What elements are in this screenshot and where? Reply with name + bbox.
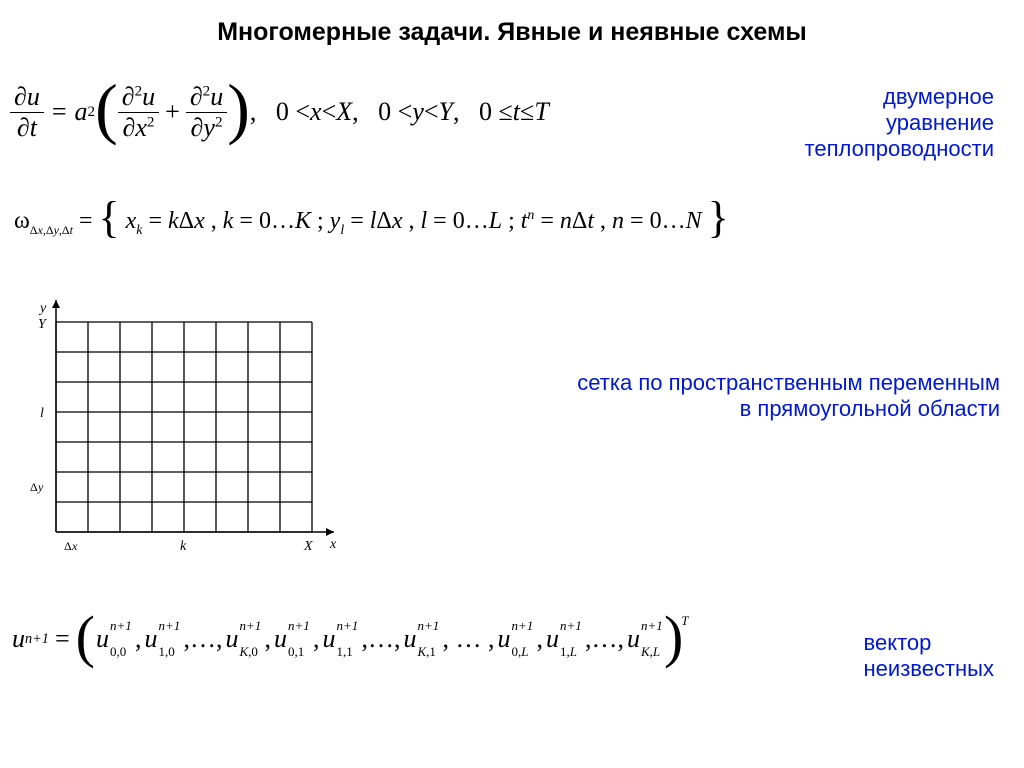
svg-text:y: y bbox=[38, 301, 47, 316]
annot3-l2: неизвестных bbox=[864, 656, 994, 681]
svg-text:Y: Y bbox=[38, 317, 48, 332]
page-title: Многомерные задачи. Явные и неявные схем… bbox=[0, 18, 1024, 47]
annot3-l1: вектор bbox=[864, 630, 932, 655]
u-term: un+1K,0 bbox=[225, 624, 261, 654]
unknown-vector: un+1 = ( un+10,0,un+11,0,…,un+1K,0,un+10… bbox=[12, 610, 691, 668]
mesh-definition: ωΔx,Δy,Δt = { xk = kΔx , k = 0…K ; yl = … bbox=[14, 208, 729, 235]
annot1-l2: уравнение bbox=[886, 110, 994, 135]
svg-text:Δ: Δ bbox=[30, 480, 38, 494]
svg-text:x: x bbox=[329, 537, 337, 552]
svg-text:X: X bbox=[303, 539, 313, 554]
annot1-l3: теплопроводности bbox=[805, 136, 994, 161]
u-term: un+11,1 bbox=[322, 624, 358, 654]
svg-text:Δ: Δ bbox=[64, 539, 72, 553]
svg-text:k: k bbox=[180, 539, 187, 554]
grid-svg: xyYXΔxΔykl bbox=[8, 272, 338, 562]
heat-equation: ∂u ∂t = a2 ( ∂2u ∂x2 + ∂2u ∂y2 ) , 0 < x… bbox=[10, 78, 549, 146]
u-term: un+10,1 bbox=[274, 624, 310, 654]
annot2-l1: сетка по пространственным переменным bbox=[577, 370, 1000, 395]
annotation-vector: вектор неизвестных bbox=[864, 630, 994, 682]
annotation-grid: сетка по пространственным переменным в п… bbox=[410, 370, 1000, 422]
u-term: un+11,L bbox=[546, 624, 582, 654]
u-term: un+10,0 bbox=[96, 624, 132, 654]
u-term: un+1K,L bbox=[627, 624, 663, 654]
u-term: un+11,0 bbox=[144, 624, 180, 654]
svg-text:x: x bbox=[71, 539, 78, 553]
svg-text:y: y bbox=[37, 480, 44, 494]
svg-text:l: l bbox=[40, 406, 44, 421]
u-term: un+10,L bbox=[497, 624, 533, 654]
grid-diagram: xyYXΔxΔykl bbox=[8, 272, 338, 562]
annot2-l2: в прямоугольной области bbox=[740, 396, 1000, 421]
u-term: un+1K,1 bbox=[403, 624, 439, 654]
annot1-l1: двумерное bbox=[883, 84, 994, 109]
annotation-heat-eq: двумерное уравнение теплопроводности bbox=[805, 84, 994, 162]
